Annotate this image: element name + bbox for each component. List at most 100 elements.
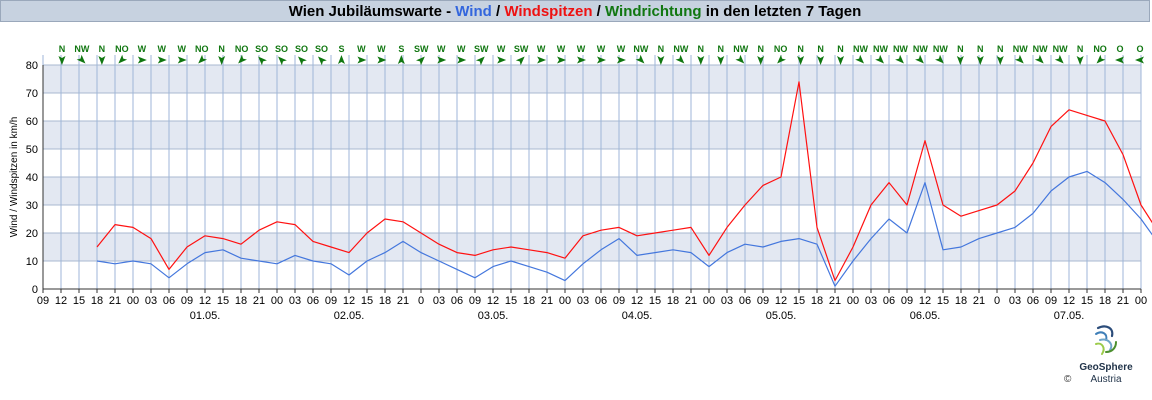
arrow-head [577,56,587,64]
wind-direction-label: SO [295,44,308,54]
x-tick-label: 21 [397,295,409,307]
x-tick-label: 09 [325,295,337,307]
wind-direction-label: NO [235,44,249,54]
logo-name: GeoSphere [1079,362,1133,373]
wind-direction-arrow-icon [157,56,167,64]
wind-direction-label: W [597,44,606,54]
wind-direction-arrow-icon [976,56,984,65]
wind-direction-arrow-icon [616,56,626,64]
wind-direction-label: N [718,44,725,54]
y-tick-label: 70 [26,88,38,100]
x-date-label: 04.05. [622,310,653,322]
wind-direction-arrow-icon [497,56,507,64]
x-tick-label: 09 [1045,295,1057,307]
arrow-head [996,56,1004,65]
arrow-head [935,54,944,64]
wind-direction-arrow-icon [735,54,745,64]
title-sep1: / [491,3,505,20]
wind-direction-arrow-icon [177,56,187,64]
chart-title: Wien Jubiläumswarte - Wind / Windspitzen… [0,0,1150,22]
x-tick-label: 15 [217,295,229,307]
x-tick-label: 09 [37,295,49,307]
copyright-symbol: © [1064,374,1072,385]
arrow-head [337,55,345,64]
x-tick-label: 06 [1027,295,1039,307]
arrow-head [238,54,247,64]
x-date-label: 03.05. [478,310,509,322]
wind-direction-arrow-icon [1034,54,1044,64]
wind-direction-label: N [99,44,106,54]
arrow-head [735,54,745,64]
x-tick-label: 03 [289,295,301,307]
x-tick-label: 09 [901,295,913,307]
arrow-head [537,56,547,64]
wind-direction-label: NO [195,44,209,54]
x-tick-label: 00 [271,295,283,307]
wind-direction-arrow-icon [76,54,86,64]
wind-direction-label: W [357,44,366,54]
wind-direction-label: SO [315,44,328,54]
wind-direction-label: N [797,44,804,54]
arrow-head [616,56,626,64]
wind-direction-arrow-icon [817,56,825,65]
wind-direction-label: S [398,44,404,54]
wind-direction-arrow-icon [717,56,725,65]
x-tick-label: 21 [973,295,985,307]
wind-direction-arrow-icon [1014,54,1024,64]
series-line-wind [96,170,1152,287]
x-tick-label: 0 [994,295,1000,307]
arrow-head [218,56,226,65]
x-tick-label: 03 [433,295,445,307]
wind-direction-arrow-icon [357,56,367,64]
wind-direction-arrow-icon [297,56,307,66]
wind-direction-label: W [177,44,186,54]
x-tick-label: 00 [703,295,715,307]
arrow-head [98,56,106,65]
arrow-head [437,56,447,64]
wind-direction-label: N [977,44,984,54]
wind-direction-arrow-icon [1076,56,1084,65]
wind-direction-arrow-icon [437,56,447,64]
wind-direction-arrow-icon [515,56,525,66]
wind-direction-label: SW [414,44,429,54]
wind-direction-arrow-icon [956,56,964,65]
wind-direction-label: O [1117,44,1124,54]
wind-direction-arrow-icon [855,54,865,64]
wind-direction-label: W [537,44,546,54]
wind-direction-arrow-icon [596,56,606,64]
arrow-head [1014,54,1024,64]
wind-direction-arrow-icon [198,54,208,64]
title-station: Wien Jubiläumswarte - [288,3,456,20]
x-tick-label: 18 [91,295,103,307]
wind-direction-arrow-icon [377,56,387,64]
wind-direction-arrow-icon [635,54,645,64]
arrow-head [357,56,367,64]
wind-direction-arrow-icon [118,54,128,64]
x-tick-label: 00 [1135,295,1147,307]
x-tick-label: 12 [199,295,211,307]
x-tick-label: 03 [1009,295,1021,307]
title-wind: Wind [455,3,492,20]
arrow-head [515,56,525,66]
x-tick-label: 03 [145,295,157,307]
x-tick-label: 03 [865,295,877,307]
arrow-head [397,55,405,64]
wind-direction-arrow-icon [697,56,705,65]
wind-direction-label: NW [733,44,748,54]
wind-direction-label: SO [255,44,268,54]
wind-direction-label: NW [853,44,868,54]
x-tick-label: 21 [829,295,841,307]
wind-direction-label: N [698,44,705,54]
x-tick-label: 0 [418,295,424,307]
wind-direction-label: N [658,44,665,54]
wind-direction-arrow-icon [537,56,547,64]
wind-direction-label: N [1077,44,1084,54]
arrow-head [777,54,786,64]
arrow-head [416,56,425,66]
arrow-head [635,54,645,64]
arrow-head [1096,54,1106,64]
wind-direction-label: SO [275,44,288,54]
arrow-head [118,54,128,64]
x-tick-label: 18 [523,295,535,307]
x-tick-label: 15 [361,295,373,307]
